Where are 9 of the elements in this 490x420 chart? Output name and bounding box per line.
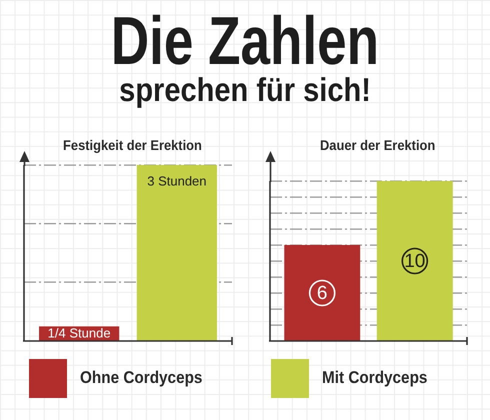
- legend-label: Ohne Cordyceps: [80, 368, 202, 387]
- chart-title: Dauer der Erektion: [320, 137, 436, 153]
- text: sprechen für sich!: [119, 71, 371, 108]
- data-label: 6: [316, 283, 328, 304]
- data-label: 1/4 Stunde: [48, 326, 111, 341]
- legend-label: Mit Cordyceps: [322, 368, 428, 387]
- data-label: 10: [404, 251, 426, 272]
- chart-title: Festigkeit der Erektion: [63, 137, 202, 153]
- data-label: 3 Stunden: [147, 174, 207, 189]
